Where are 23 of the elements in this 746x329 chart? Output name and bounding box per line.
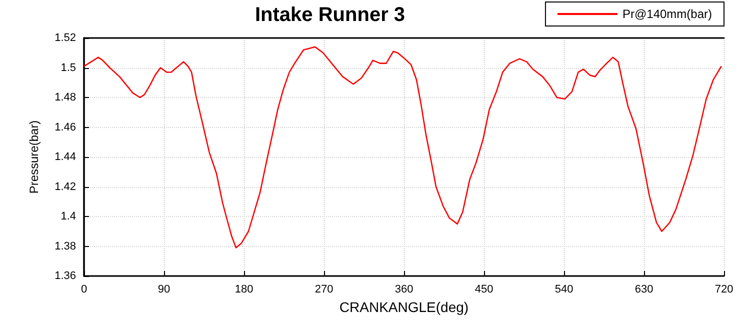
x-tick-label: 540: [554, 284, 574, 296]
x-tick-label: 450: [474, 284, 494, 296]
y-axis-title: Pressure(bar): [27, 120, 41, 194]
y-tick-label: 1.44: [54, 151, 76, 163]
x-tick-label: 90: [158, 284, 170, 296]
x-tick-label: 360: [394, 284, 414, 296]
y-tick-label: 1.42: [54, 180, 76, 193]
line-series: [83, 46, 722, 248]
x-axis-title: CRANKANGLE(deg): [339, 298, 469, 315]
chart-title: Intake Runner 3: [255, 4, 406, 26]
y-tick-label: 1.52: [54, 32, 76, 44]
y-tick-label: 1.36: [54, 270, 76, 282]
legend-label: Pr@140mm(bar): [622, 7, 712, 21]
x-tick-label: 720: [714, 284, 734, 296]
x-tick-label: 180: [234, 284, 254, 296]
y-tick-label: 1.46: [54, 121, 76, 134]
y-tick-label: 1.4: [60, 210, 76, 222]
x-tick-label: 270: [314, 284, 334, 296]
x-tick-label: 630: [634, 284, 654, 296]
y-tick-label: 1.48: [54, 92, 76, 104]
y-tick-label: 1.38: [54, 240, 76, 252]
y-tick-label: 1.5: [60, 62, 76, 74]
x-tick-label: 0: [80, 284, 88, 296]
